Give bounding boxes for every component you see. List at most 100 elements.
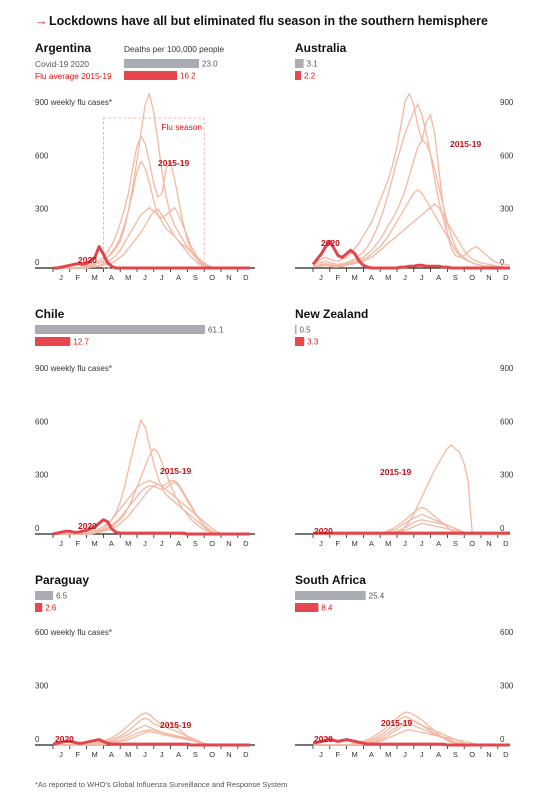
y-tick-label: 300: [500, 205, 514, 214]
x-tick-label: M: [385, 273, 391, 282]
legend-header: Deaths per 100,000 people: [124, 44, 224, 54]
x-tick-label: N: [486, 539, 491, 548]
x-tick-label: M: [91, 273, 97, 282]
x-tick-label: J: [319, 539, 323, 548]
label-2020: 2020: [314, 734, 333, 744]
series-2015-19-line: [312, 102, 510, 268]
label-2020: 2020: [314, 526, 333, 536]
series-2015-19-line: [313, 444, 510, 535]
x-tick-label: M: [351, 273, 357, 282]
series-2015-19-line: [313, 506, 510, 535]
y-tick-label: 0: [500, 524, 505, 533]
x-tick-label: S: [193, 539, 198, 548]
y-tick-label: 0: [35, 258, 40, 267]
x-tick-label: A: [109, 750, 114, 759]
x-tick-label: S: [453, 539, 458, 548]
x-tick-label: J: [420, 539, 424, 548]
label-2015-19: 2015-19: [450, 139, 481, 149]
x-tick-label: O: [469, 539, 475, 548]
x-tick-label: F: [336, 750, 341, 759]
x-tick-label: D: [243, 750, 249, 759]
x-tick-label: A: [176, 273, 181, 282]
x-tick-label: A: [176, 539, 181, 548]
x-tick-label: O: [469, 273, 475, 282]
bar-flu: [35, 603, 43, 612]
x-tick-label: A: [109, 539, 114, 548]
panel-australia: Australia 3.1 2.2 0 300 600 900 J F M A M J J A S O N D 202…: [295, 41, 514, 282]
legend-covid: Covid-19 2020: [35, 59, 89, 69]
y-tick-label: 300: [35, 471, 49, 480]
x-tick-label: M: [125, 273, 131, 282]
x-tick-label: M: [385, 539, 391, 548]
panel-new-zealand: New Zealand 0.5 3.3 0 300 600 900 J F M A M J J A S O N D 2…: [295, 307, 514, 548]
bar-flu: [124, 71, 177, 80]
country-title: Australia: [295, 41, 347, 55]
bar-flu-value: 16.2: [180, 72, 196, 81]
bar-flu-value: 8.4: [321, 604, 333, 613]
bar-covid-value: 3.1: [307, 60, 319, 69]
y-tick-label: 300: [500, 682, 514, 691]
series-2020-line: [53, 245, 250, 270]
x-tick-label: M: [91, 539, 97, 548]
country-title: Paraguay: [35, 573, 89, 587]
chart-panels: Argentina Deaths per 100,000 people Covid-…: [35, 41, 514, 759]
x-tick-label: D: [503, 539, 509, 548]
y-tick-label: 600: [500, 628, 514, 637]
label-2015-19: 2015-19: [380, 467, 411, 477]
label-2015-19: 2015-19: [160, 720, 191, 730]
y-tick-label: 0: [35, 735, 40, 744]
x-tick-label: J: [143, 750, 147, 759]
y-tick-label: 900: [500, 364, 514, 373]
label-2020: 2020: [321, 238, 340, 248]
y-tick-label: 600: [500, 417, 514, 426]
bar-flu-value: 2.6: [45, 604, 57, 613]
x-tick-label: D: [503, 273, 509, 282]
country-title: Argentina: [35, 41, 91, 55]
headline: Lockdowns have all but eliminated flu se…: [49, 14, 488, 28]
y-tick-label: 900: [500, 98, 514, 107]
y-tick-label: 600: [500, 151, 514, 160]
label-2020: 2020: [55, 734, 74, 744]
series-2015-19-line: [312, 139, 510, 268]
series-2020-line: [52, 518, 250, 536]
headline-group: → Lockdowns have all but eliminated flu …: [35, 14, 488, 28]
bar-flu: [295, 71, 302, 80]
bar-flu: [295, 337, 305, 346]
x-tick-label: F: [336, 273, 341, 282]
x-tick-label: S: [453, 750, 458, 759]
x-tick-label: J: [59, 539, 63, 548]
label-2020: 2020: [78, 255, 97, 265]
x-tick-label: J: [160, 273, 164, 282]
x-tick-label: A: [436, 273, 441, 282]
bar-flu-value: 12.7: [73, 338, 89, 347]
bar-flu-value: 2.2: [304, 72, 316, 81]
x-tick-label: J: [143, 273, 147, 282]
x-tick-label: M: [351, 539, 357, 548]
legend-flu: Flu average 2015-19: [35, 71, 112, 81]
bar-covid-value: 23.0: [202, 60, 218, 69]
x-tick-label: J: [160, 539, 164, 548]
series-2015-19-line: [312, 92, 511, 266]
bar-covid-value: 0.5: [300, 326, 312, 335]
x-tick-label: A: [369, 539, 374, 548]
x-tick-label: F: [336, 539, 341, 548]
label-2015-19: 2015-19: [158, 158, 189, 168]
series-2015-19-line: [53, 712, 250, 746]
label-2015-19: 2015-19: [160, 466, 191, 476]
series-2015-19-line: [53, 418, 250, 535]
series-2020-line: [311, 239, 510, 270]
panel-chile: Chile 61.1 12.7 0 300 600 900 weekly flu cases…: [35, 307, 255, 548]
x-tick-label: O: [469, 750, 475, 759]
y-tick-label: 0: [500, 735, 505, 744]
x-tick-label: J: [420, 750, 424, 759]
x-tick-label: A: [436, 539, 441, 548]
series-2015-19-line: [312, 203, 510, 268]
x-tick-label: J: [160, 750, 164, 759]
x-tick-label: D: [243, 539, 249, 548]
bar-covid: [295, 59, 304, 68]
x-tick-label: M: [91, 750, 97, 759]
country-title: Chile: [35, 307, 65, 321]
x-tick-label: F: [76, 750, 81, 759]
bar-covid: [35, 325, 205, 334]
